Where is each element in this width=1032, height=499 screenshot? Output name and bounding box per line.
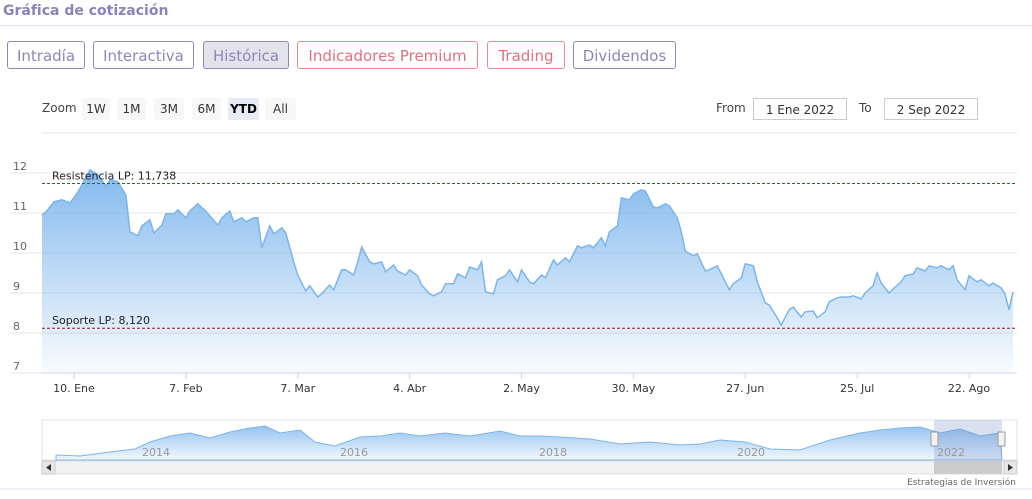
- x-tick-label: 27. Jun: [726, 382, 764, 395]
- tab[interactable]: Interactiva: [93, 41, 194, 69]
- tab[interactable]: Dividendos: [573, 41, 676, 69]
- zoom-button[interactable]: 1M: [117, 98, 146, 120]
- scrollbar-track[interactable]: [41, 460, 1018, 475]
- scrollbar-thumb[interactable]: [934, 461, 1002, 474]
- navigator-label: 2022: [937, 446, 965, 459]
- x-tick-label: 10. Ene: [53, 382, 95, 395]
- plot-line-label: Soporte LP: 8,120: [52, 314, 150, 327]
- page-title: Gráfica de cotización: [3, 3, 169, 19]
- zoom-button[interactable]: YTD: [228, 98, 259, 120]
- from-input[interactable]: 1 Ene 2022: [753, 98, 847, 120]
- x-tick-label: 2. May: [503, 382, 540, 395]
- from-label: From: [716, 101, 746, 115]
- y-tick-label: 7: [13, 360, 20, 373]
- scroll-left-arrow: [46, 464, 51, 471]
- tab[interactable]: Histórica: [203, 41, 289, 69]
- zoom-button[interactable]: All: [265, 98, 296, 120]
- y-tick-label: 11: [13, 200, 27, 213]
- y-tick-label: 8: [13, 320, 20, 333]
- price-line: [41, 168, 1014, 327]
- tab[interactable]: Intradía: [7, 41, 85, 69]
- to-input[interactable]: 2 Sep 2022: [884, 98, 978, 120]
- price-area: [42, 169, 1013, 373]
- x-tick-label: 7. Mar: [280, 382, 315, 395]
- navigator-series: [55, 425, 1003, 461]
- navigator-label: 2016: [340, 446, 368, 459]
- zoom-button[interactable]: 6M: [192, 98, 221, 120]
- navigator-label: 2020: [737, 446, 765, 459]
- title-rule: [0, 25, 1032, 26]
- x-tick-label: 7. Feb: [169, 382, 202, 395]
- navigator-label: 2014: [142, 446, 170, 459]
- plot-line-label: Resistencia LP: 11,738: [52, 169, 176, 182]
- x-tick-label: 4. Abr: [393, 382, 426, 395]
- y-tick-label: 12: [13, 160, 27, 173]
- zoom-button[interactable]: 3M: [154, 98, 184, 120]
- navigator-mask[interactable]: [934, 420, 1002, 460]
- tab[interactable]: Trading: [487, 41, 565, 69]
- y-tick-label: 9: [13, 280, 20, 293]
- navigator-label: 2018: [539, 446, 567, 459]
- zoom-button[interactable]: 1W: [82, 98, 110, 120]
- navigator-handle[interactable]: [930, 431, 939, 447]
- x-tick-label: 22. Ago: [948, 382, 990, 395]
- tab[interactable]: Indicadores Premium: [297, 41, 478, 69]
- zoom-label: Zoom: [42, 101, 77, 115]
- y-tick-label: 10: [13, 240, 27, 253]
- to-label: To: [859, 101, 872, 115]
- x-tick-label: 30. May: [612, 382, 656, 395]
- scroll-right-arrow: [1008, 464, 1013, 471]
- credits: Estrategias de Inversión: [907, 477, 1016, 488]
- x-tick-label: 25. Jul: [840, 382, 874, 395]
- navigator-handle[interactable]: [997, 431, 1006, 447]
